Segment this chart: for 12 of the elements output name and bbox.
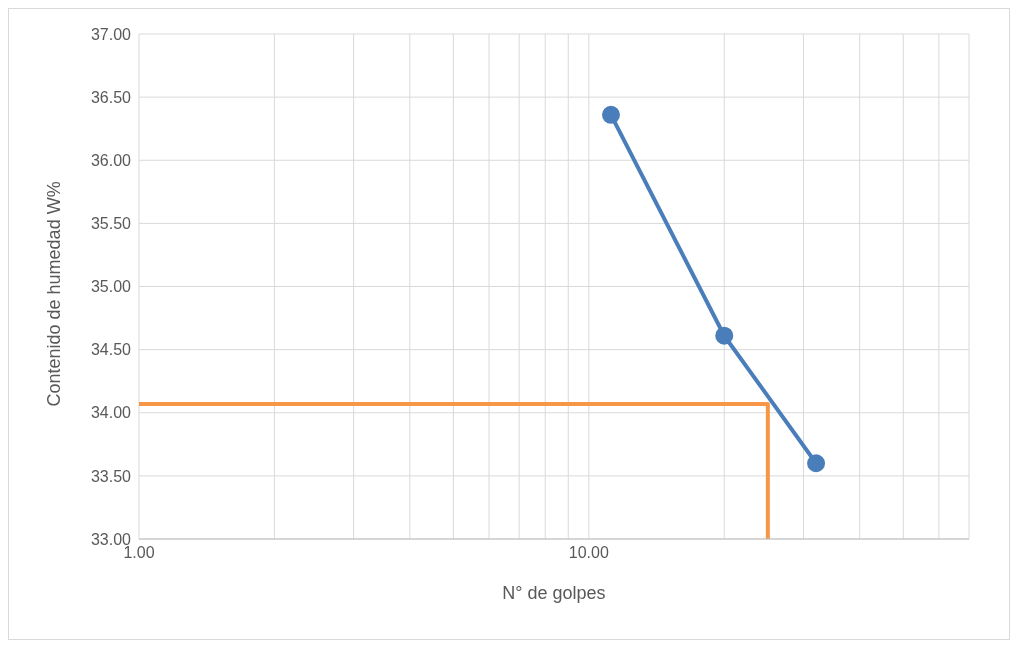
y-tick-label: 33.50: [90, 467, 132, 485]
x-tick-label: 1.00: [123, 544, 155, 562]
y-tick-label: 34.00: [90, 404, 132, 422]
y-tick-label: 35.50: [90, 215, 132, 233]
y-tick-label: 36.50: [90, 88, 132, 106]
x-tick-label: 10.00: [568, 544, 609, 562]
y-axis-title: Contenido de humedad W%: [44, 181, 65, 407]
y-tick-label: 35.00: [90, 278, 132, 296]
y-tick-label: 34.50: [90, 341, 132, 359]
y-tick-label: 36.00: [90, 151, 132, 169]
x-axis-title: N° de golpes: [502, 583, 606, 603]
y-tick-label: 37.00: [90, 25, 132, 43]
